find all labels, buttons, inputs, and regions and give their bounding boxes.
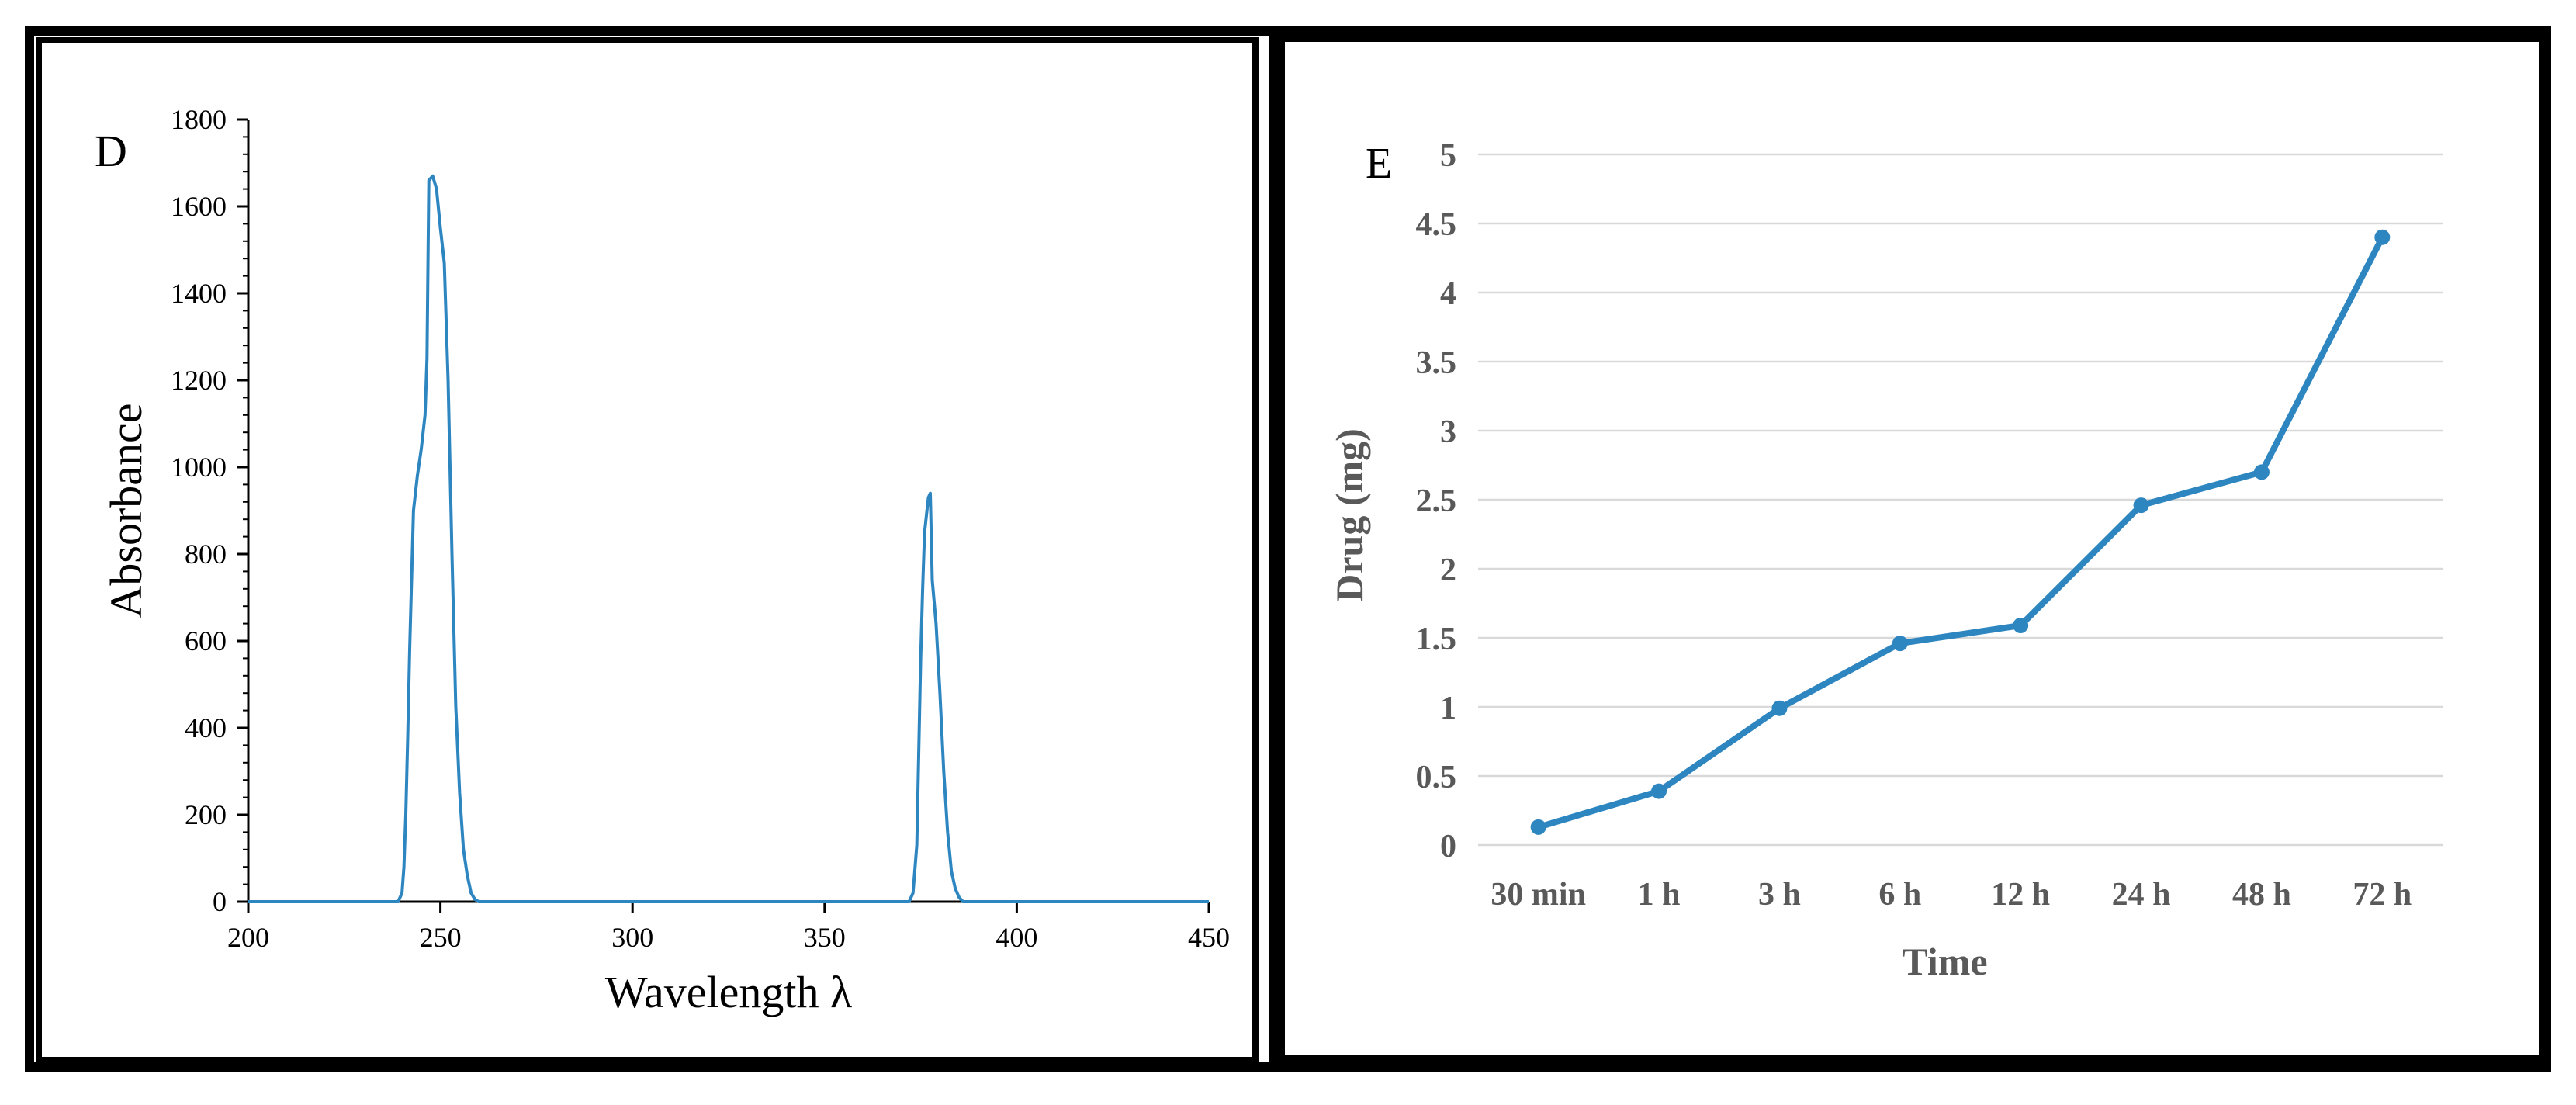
panel-d-y-tick-label: 1800 xyxy=(171,104,227,135)
panel-e-x-tick-label: 48 h xyxy=(2232,877,2291,913)
panel-d-y-tick-label: 1600 xyxy=(171,191,227,222)
panel-d-x-ticks: 200 250 300 350 400 450 xyxy=(227,902,1230,953)
panel-d-x-tick-label: 250 xyxy=(420,922,462,953)
panel-e-y-tick-label: 1 xyxy=(1440,691,1456,726)
panel-d-y-tick-label: 0 xyxy=(213,886,227,917)
panel-d-series-line xyxy=(248,174,1209,903)
panel-e-y-tick-label: 2.5 xyxy=(1416,483,1457,519)
panel-e-data-point xyxy=(2133,497,2149,514)
panel-e-y-tick-label: 0 xyxy=(1440,829,1456,864)
panel-d-y-ticks: 0 200 400 600 800 1000 1200 1400 1600 1800 xyxy=(171,104,248,917)
panel-e-gridlines xyxy=(1478,153,2443,847)
panel-e-y-tick-label: 3 xyxy=(1440,414,1456,450)
panel-d-x-tick-label: 450 xyxy=(1188,922,1230,953)
panel-e-frame xyxy=(1269,36,2545,1062)
panel-e-y-axis-label: Drug (mg) xyxy=(1328,428,1371,602)
panel-e-x-tick-label: 24 h xyxy=(2112,877,2171,913)
panel-e-series xyxy=(1530,229,2391,835)
panel-e-data-point xyxy=(2253,464,2270,480)
panel-d-y-tick-label: 400 xyxy=(185,712,227,743)
panel-e-data-point xyxy=(2013,617,2029,633)
panel-e-label: E xyxy=(1366,140,1392,188)
outer-frame xyxy=(25,26,2551,1072)
panel-e-x-ticks: 30 min 1 h 3 h 6 h 12 h 24 h 48 h 72 h xyxy=(1491,877,2412,913)
panel-d-x-tick-label: 400 xyxy=(995,922,1037,953)
panel-e-y-ticks: 0 0.5 1 1.5 2 2.5 3 3.5 4 4.5 5 xyxy=(1416,138,1457,864)
panel-e-y-tick-label: 4.5 xyxy=(1416,207,1457,243)
panel-e-x-tick-label: 1 h xyxy=(1638,877,1681,913)
panel-d-y-tick-label: 1400 xyxy=(171,278,227,309)
panel-e-chart: E 0 0.5 1 1.5 2 2.5 3 3.5 4 4.5 5 30 min 1 h 3 h 6 h 1… xyxy=(1328,138,2443,983)
panel-e-y-tick-label: 3.5 xyxy=(1416,345,1457,381)
panel-e-y-tick-label: 1.5 xyxy=(1416,622,1457,657)
panel-d-y-tick-label: 200 xyxy=(185,799,227,830)
panel-e-data-point xyxy=(1892,636,1908,652)
panel-e-data-point xyxy=(1771,700,1788,716)
panel-e-y-tick-label: 4 xyxy=(1440,276,1456,312)
panel-e-x-tick-label: 30 min xyxy=(1491,877,1586,913)
panel-d-x-axis-label: Wavelength λ xyxy=(605,967,852,1017)
panel-e-x-tick-label: 12 h xyxy=(1991,877,2050,913)
panel-e-y-tick-label: 0.5 xyxy=(1416,760,1457,795)
panel-d-y-tick-label: 600 xyxy=(185,625,227,656)
panel-d-y-tick-label: 800 xyxy=(185,539,227,570)
panel-d-x-tick-label: 300 xyxy=(611,922,653,953)
panel-d-frame xyxy=(36,37,1259,1063)
panel-e-y-tick-label: 5 xyxy=(1440,138,1456,174)
panel-d-x-tick-label: 200 xyxy=(227,922,269,953)
panel-d-y-tick-label: 1000 xyxy=(171,452,227,483)
panel-e-data-point xyxy=(1530,819,1546,835)
panel-d-x-tick-label: 350 xyxy=(804,922,846,953)
panel-e-x-axis-label: Time xyxy=(1902,940,1987,983)
panel-d-y-tick-label: 1200 xyxy=(171,365,227,396)
panel-e-data-point xyxy=(2374,229,2391,245)
panel-e-divider xyxy=(1274,40,1285,1057)
panel-d-label: D xyxy=(95,126,127,176)
panel-e-y-tick-label: 2 xyxy=(1440,552,1456,588)
panel-e-data-point xyxy=(1651,783,1667,799)
panel-e-x-tick-label: 6 h xyxy=(1878,877,1921,913)
panel-e-x-tick-label: 72 h xyxy=(2353,877,2412,913)
panel-d-y-axis-label: Absorbance xyxy=(101,403,151,618)
panel-e-x-tick-label: 3 h xyxy=(1758,877,1801,913)
panel-e-series-line xyxy=(1535,234,2386,830)
panel-d-series xyxy=(248,174,1209,903)
